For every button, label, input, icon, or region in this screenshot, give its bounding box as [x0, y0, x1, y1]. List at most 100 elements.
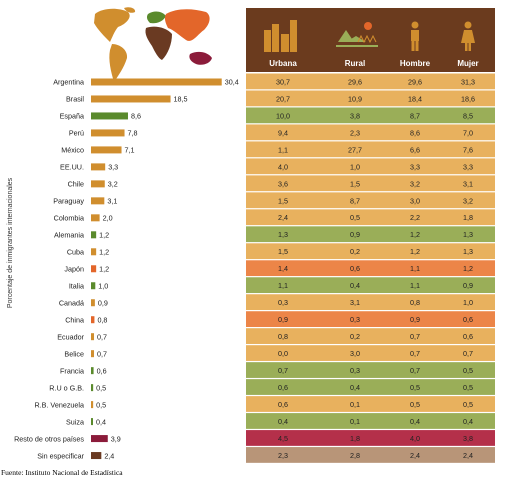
table-cell: 20,7	[276, 94, 290, 103]
bar	[91, 418, 93, 426]
table-row	[246, 328, 495, 344]
bar-value-label: 3,9	[111, 434, 121, 443]
category-label: Italia	[69, 281, 84, 290]
table-row	[246, 158, 495, 175]
table-cell: 3,0	[410, 196, 420, 205]
table-cell: 2,3	[278, 451, 288, 460]
table-row	[246, 141, 495, 158]
category-label: China	[65, 315, 84, 324]
bar	[91, 214, 100, 222]
source-note: Fuente: Instituto Nacional de Estadístic…	[1, 468, 123, 477]
bar-value-label: 1,2	[99, 231, 109, 240]
table-cell: 8,7	[410, 111, 420, 120]
table-cell: 2,2	[410, 213, 420, 222]
bar-value-label: 18,5	[174, 95, 188, 104]
table-cell: 0,6	[463, 332, 473, 341]
table-row	[246, 243, 495, 260]
table-cell: 0,5	[410, 400, 420, 409]
table-cell: 8,5	[463, 111, 473, 120]
table-cell: 0,7	[278, 366, 288, 375]
category-label: Belice	[64, 349, 84, 358]
woman-icon	[461, 21, 475, 51]
table-cell: 3,0	[350, 349, 360, 358]
category-label: Chile	[68, 180, 84, 189]
category-label: Sin especificar	[37, 451, 84, 460]
bar	[91, 78, 222, 86]
bar	[91, 197, 105, 205]
data-table: 30,7 29,6 29,6 31,3 20,7 10,9 18,4 18,6 10,0 3,8 8…	[246, 73, 495, 463]
bar-value-label: 1,2	[99, 264, 109, 273]
man-icon	[411, 21, 419, 51]
table-cell: 4,5	[278, 434, 288, 443]
table-cell: 3,3	[463, 162, 473, 171]
table-row	[246, 107, 495, 124]
table-cell: 0,0	[278, 349, 288, 358]
table-cell: 4,0	[278, 162, 288, 171]
category-label: México	[61, 146, 84, 155]
bar-value-label: 1,0	[98, 281, 108, 290]
bar-value-label: 0,4	[96, 417, 106, 426]
table-cell: 0,7	[410, 349, 420, 358]
table-cell: 0,9	[278, 315, 288, 324]
table-cell: 1,1	[410, 281, 420, 290]
table-cell: 0,7	[410, 332, 420, 341]
table-cell: 1,1	[278, 281, 288, 290]
table-cell: 29,6	[408, 77, 422, 86]
bar	[91, 112, 128, 120]
bar-chart: Argentina 30,4 Brasil 18,5 España 8,6 Perú 7,8 M…	[14, 78, 239, 461]
bar-value-label: 0,8	[97, 315, 107, 324]
table-cell: 30,7	[276, 77, 290, 86]
bar	[91, 95, 171, 103]
table-cell: 3,8	[463, 434, 473, 443]
category-label: R.B. Venezuela	[34, 400, 84, 409]
bar	[91, 435, 108, 443]
table-cell: 0,2	[350, 247, 360, 256]
table-row	[246, 362, 495, 378]
table-cell: 18,6	[461, 94, 475, 103]
table-row	[246, 430, 495, 446]
table-cell: 0,5	[463, 400, 473, 409]
table-cell: 2,4	[463, 451, 473, 460]
table-cell: 8,7	[350, 196, 360, 205]
table-cell: 1,1	[410, 264, 420, 273]
category-label: Suiza	[66, 417, 84, 426]
table-cell: 8,6	[410, 128, 420, 137]
table-row	[246, 311, 495, 327]
table-cell: 0,7	[410, 366, 420, 375]
table-cell: 3,2	[410, 179, 420, 188]
table-cell: 6,6	[410, 145, 420, 154]
bar	[91, 350, 95, 358]
bar	[91, 282, 96, 290]
table-cell: 0,6	[350, 264, 360, 273]
table-header: Urbana Rural Hombre Mujer	[246, 8, 495, 72]
table-cell: 1,3	[278, 230, 288, 239]
bar-value-label: 0,6	[97, 366, 107, 375]
category-label: Argentina	[53, 78, 84, 87]
bar	[91, 401, 94, 409]
table-row	[246, 413, 495, 429]
table-row	[246, 209, 495, 226]
column-header-urbana: Urbana	[269, 59, 297, 68]
category-label: Cuba	[67, 247, 84, 256]
category-label: Brasil	[66, 95, 84, 104]
table-cell: 10,9	[348, 94, 362, 103]
table-cell: 0,9	[410, 315, 420, 324]
table-row	[246, 396, 495, 412]
table-cell: 31,3	[461, 77, 475, 86]
table-row	[246, 73, 495, 90]
table-cell: 10,0	[276, 111, 290, 120]
column-header-hombre: Hombre	[400, 59, 431, 68]
table-cell: 29,6	[348, 77, 362, 86]
table-cell: 9,4	[278, 128, 288, 137]
category-label: Francia	[60, 366, 84, 375]
table-cell: 0,6	[463, 315, 473, 324]
table-cell: 1,5	[278, 196, 288, 205]
bar	[91, 248, 97, 256]
table-cell: 1,5	[350, 179, 360, 188]
table-cell: 4,0	[410, 434, 420, 443]
table-cell: 7,6	[463, 145, 473, 154]
table-cell: 0,1	[350, 400, 360, 409]
table-cell: 1,0	[350, 162, 360, 171]
table-cell: 0,4	[463, 417, 473, 426]
